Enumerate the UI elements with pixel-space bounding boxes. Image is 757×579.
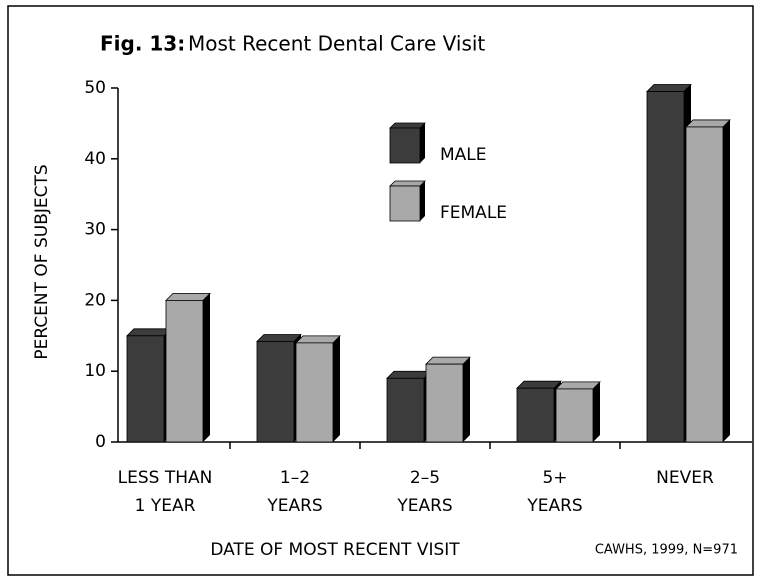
chart-title: Most Recent Dental Care Visit <box>188 32 485 56</box>
y-tick-label: 50 <box>84 78 106 98</box>
bar <box>516 380 562 443</box>
bar-top <box>165 292 211 301</box>
bar-front <box>256 341 295 443</box>
bar-front <box>126 335 165 443</box>
bar-side <box>463 357 470 442</box>
source-note: CAWHS, 1999, N=971 <box>595 543 738 558</box>
legend-label: MALE <box>440 145 487 165</box>
x-tick-label: 1–2 <box>280 468 310 488</box>
y-axis-label: PERCENT OF SUBJECTS <box>32 164 52 359</box>
bar <box>425 356 471 443</box>
bar <box>386 370 432 443</box>
bar-side <box>333 335 340 442</box>
x-tick-label: YEARS <box>526 496 582 516</box>
x-tick-label: 5+ <box>542 468 567 488</box>
bar <box>555 381 601 443</box>
bar <box>685 119 731 443</box>
x-tick-label: 2–5 <box>410 468 440 488</box>
bar-top <box>386 370 432 379</box>
bar-top <box>425 356 471 365</box>
bar-front <box>685 126 724 443</box>
y-tick-label: 20 <box>84 290 106 310</box>
bar-side <box>593 381 600 442</box>
x-axis-label: DATE OF MOST RECENT VISIT <box>210 540 460 560</box>
swatch-top <box>389 180 426 187</box>
bar-side <box>203 293 210 442</box>
bar-front <box>295 342 334 443</box>
bar <box>646 84 692 443</box>
swatch-side <box>420 181 425 221</box>
y-tick-label: 40 <box>84 149 106 169</box>
bar-top <box>516 380 562 389</box>
bar-front <box>646 91 685 443</box>
bar-top <box>295 335 341 344</box>
bar-front <box>386 377 425 443</box>
x-tick-label: YEARS <box>396 496 452 516</box>
bar-front <box>165 299 204 443</box>
y-tick-label: 10 <box>84 361 106 381</box>
bar-top <box>555 381 601 390</box>
bar-side <box>723 119 730 442</box>
x-tick-label: 1 YEAR <box>135 496 196 516</box>
bar <box>295 335 341 443</box>
swatch-top <box>389 122 426 129</box>
figure-label: Fig. 13: <box>100 32 185 56</box>
y-tick-label: 0 <box>95 432 106 452</box>
y-tick-label: 30 <box>84 220 106 240</box>
bar-front <box>555 388 594 443</box>
legend-swatch <box>389 180 426 222</box>
x-tick-label: YEARS <box>266 496 322 516</box>
bar-top <box>126 328 172 337</box>
bar-top <box>256 334 302 342</box>
bar-front <box>516 387 555 443</box>
x-tick-label: LESS THAN <box>118 468 213 488</box>
bar-top <box>646 84 692 92</box>
bar <box>126 328 172 443</box>
bar-top <box>685 119 731 128</box>
swatch-front <box>389 127 421 164</box>
legend-swatch <box>389 122 426 164</box>
x-tick-label: NEVER <box>656 468 714 488</box>
swatch-side <box>420 123 425 163</box>
swatch-front <box>389 185 421 222</box>
frame <box>7 5 754 576</box>
bar <box>256 334 302 443</box>
legend-label: FEMALE <box>440 203 507 223</box>
bar-front <box>425 363 464 443</box>
bar <box>165 292 211 443</box>
